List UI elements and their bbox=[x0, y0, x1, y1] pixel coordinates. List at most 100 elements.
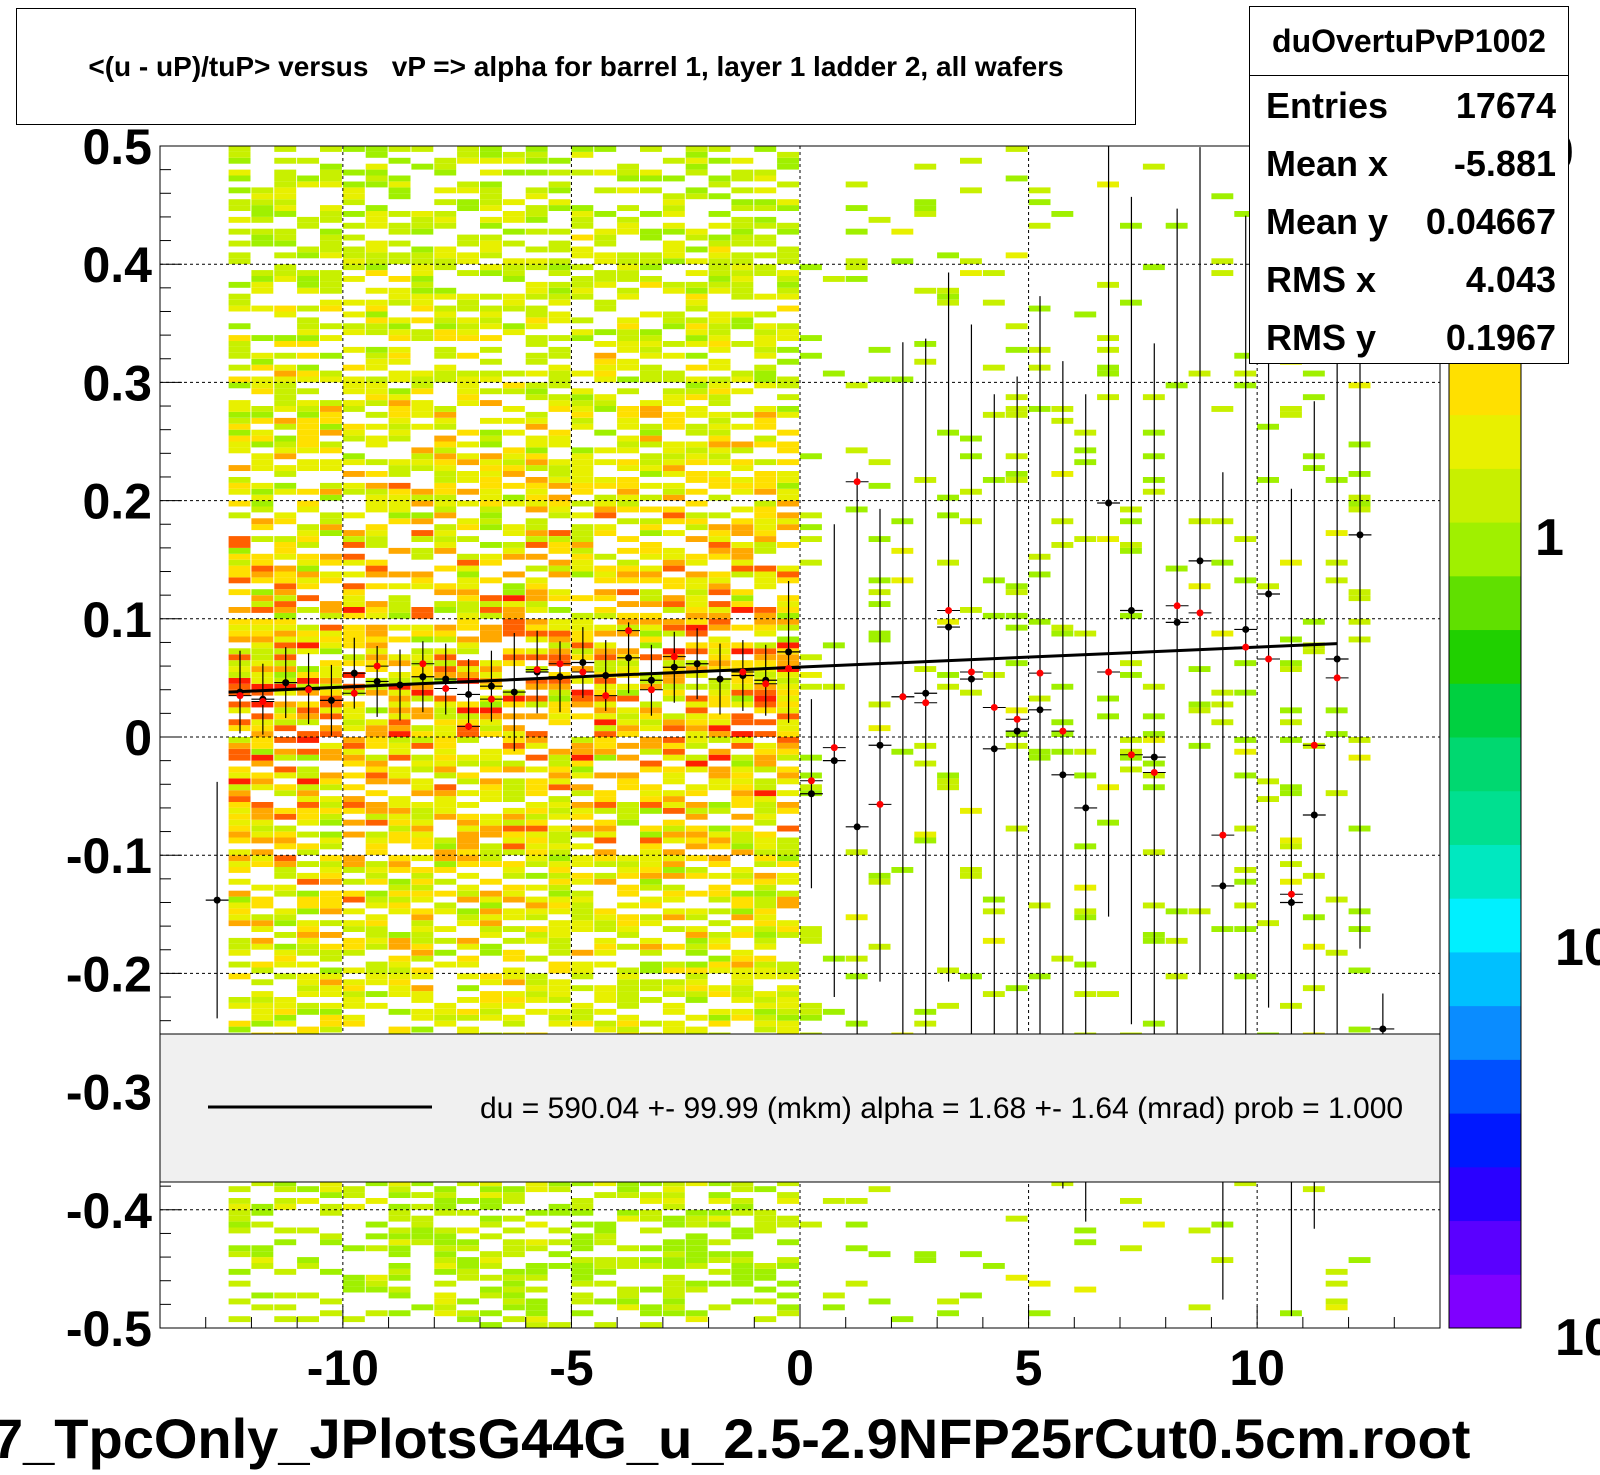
heatmap-cell bbox=[297, 784, 319, 791]
heatmap-cell bbox=[480, 252, 502, 259]
heatmap-cell bbox=[434, 772, 457, 779]
heatmap-cell bbox=[548, 494, 571, 501]
heatmap-cell bbox=[365, 920, 388, 927]
heatmap-cell bbox=[365, 837, 388, 844]
heatmap-cell bbox=[594, 742, 617, 749]
heatmap-cell bbox=[640, 311, 662, 318]
profile-point-black bbox=[945, 623, 953, 631]
heatmap-cell bbox=[662, 861, 685, 867]
heatmap-cell bbox=[274, 270, 297, 276]
heatmap-cell bbox=[388, 896, 411, 903]
heatmap-cell bbox=[777, 872, 799, 879]
heatmap-cell bbox=[640, 601, 662, 607]
palette-swatch bbox=[1449, 1274, 1521, 1329]
heatmap-cell bbox=[640, 790, 662, 797]
heatmap-cell bbox=[731, 270, 754, 276]
heatmap-cell bbox=[571, 742, 594, 749]
heatmap-cell bbox=[411, 370, 434, 377]
heatmap-cell bbox=[342, 772, 365, 779]
heatmap-cell bbox=[1074, 1227, 1097, 1234]
heatmap-cell bbox=[777, 973, 799, 980]
heatmap-cell bbox=[434, 1257, 457, 1263]
heatmap-cell bbox=[434, 754, 457, 761]
heatmap-cell bbox=[594, 731, 617, 737]
heatmap-cell bbox=[662, 423, 685, 430]
heatmap-cell bbox=[685, 305, 708, 312]
heatmap-cell bbox=[640, 967, 662, 974]
heatmap-cell bbox=[320, 991, 342, 997]
heatmap-cell bbox=[297, 748, 319, 755]
heatmap-cell bbox=[457, 270, 479, 276]
heatmap-cell bbox=[571, 447, 594, 454]
heatmap-cell bbox=[571, 1298, 594, 1305]
heatmap-cell bbox=[982, 364, 1005, 371]
heatmap-cell bbox=[388, 967, 411, 974]
heatmap-cell bbox=[228, 1186, 251, 1193]
heatmap-cell bbox=[434, 601, 457, 607]
heatmap-cell bbox=[297, 276, 319, 282]
heatmap-cell bbox=[525, 459, 548, 466]
heatmap-cell bbox=[548, 547, 571, 554]
heatmap-cell bbox=[388, 299, 411, 306]
heatmap-cell bbox=[480, 831, 502, 838]
heatmap-cell bbox=[800, 937, 822, 944]
heatmap-cell bbox=[411, 760, 434, 767]
heatmap-cell bbox=[480, 902, 502, 909]
heatmap-cell bbox=[685, 1209, 708, 1216]
heatmap-cell bbox=[228, 553, 251, 560]
heatmap-cell bbox=[388, 890, 411, 897]
heatmap-cell bbox=[685, 1263, 708, 1269]
heatmap-cell bbox=[571, 1203, 594, 1210]
heatmap-cell bbox=[777, 512, 799, 519]
heatmap-cell bbox=[617, 216, 639, 223]
heatmap-cell bbox=[594, 394, 617, 401]
heatmap-cell bbox=[480, 518, 502, 525]
palette-swatch bbox=[1449, 468, 1521, 523]
heatmap-cell bbox=[480, 441, 502, 448]
heatmap-cell bbox=[754, 370, 777, 377]
heatmap-cell bbox=[228, 1227, 251, 1234]
heatmap-cell bbox=[685, 157, 708, 164]
heatmap-cell bbox=[662, 796, 685, 802]
heatmap-cell bbox=[434, 737, 457, 743]
heatmap-cell bbox=[800, 453, 822, 460]
heatmap-cell bbox=[640, 1209, 662, 1216]
heatmap-cell bbox=[228, 216, 251, 223]
heatmap-cell bbox=[411, 1227, 434, 1234]
heatmap-cell bbox=[525, 293, 548, 300]
heatmap-cell bbox=[480, 943, 502, 950]
heatmap-cell bbox=[502, 264, 525, 271]
heatmap-cell bbox=[297, 878, 319, 885]
heatmap-cell bbox=[662, 1215, 685, 1222]
heatmap-cell bbox=[640, 713, 662, 720]
stats-label: Mean y bbox=[1266, 201, 1389, 242]
heatmap-cell bbox=[594, 447, 617, 454]
heatmap-cell bbox=[662, 258, 685, 265]
heatmap-cell bbox=[320, 748, 342, 755]
heatmap-cell bbox=[548, 352, 571, 359]
heatmap-cell bbox=[457, 920, 479, 927]
heatmap-cell bbox=[525, 583, 548, 590]
heatmap-cell bbox=[320, 270, 342, 276]
heatmap-cell bbox=[434, 370, 457, 377]
heatmap-cell bbox=[662, 607, 685, 613]
y-tick-label: 0 bbox=[124, 710, 152, 766]
heatmap-cell bbox=[685, 1026, 708, 1033]
heatmap-cell bbox=[502, 459, 525, 466]
heatmap-cell bbox=[434, 506, 457, 513]
heatmap-cell bbox=[754, 932, 777, 938]
heatmap-cell bbox=[228, 441, 251, 448]
heatmap-cell bbox=[777, 205, 799, 211]
heatmap-cell bbox=[685, 872, 708, 879]
heatmap-cell bbox=[594, 305, 617, 312]
heatmap-cell bbox=[297, 630, 319, 637]
heatmap-cell bbox=[457, 477, 479, 483]
heatmap-cell bbox=[594, 146, 617, 152]
heatmap-cell bbox=[251, 861, 274, 867]
heatmap-cell bbox=[274, 997, 297, 1003]
heatmap-cell bbox=[480, 417, 502, 424]
heatmap-cell bbox=[708, 737, 731, 743]
heatmap-cell bbox=[640, 861, 662, 867]
heatmap-cell bbox=[731, 825, 754, 832]
heatmap-cell bbox=[480, 429, 502, 436]
